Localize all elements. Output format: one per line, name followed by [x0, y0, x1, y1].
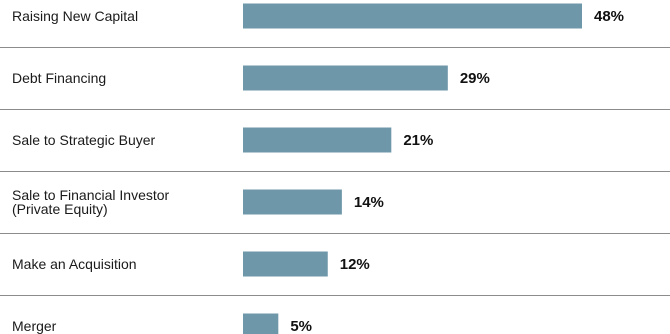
- row-separators: [0, 47, 670, 296]
- value-label: 14%: [354, 194, 384, 211]
- bar: [243, 251, 328, 277]
- value-label: 48%: [594, 8, 624, 25]
- category-label: Raising New Capital: [12, 8, 138, 24]
- category-label: Debt Financing: [12, 70, 106, 86]
- value-label: 5%: [290, 318, 312, 334]
- category-label: Merger: [12, 318, 57, 334]
- bar: [243, 65, 448, 91]
- value-label: 29%: [460, 70, 490, 87]
- value-label: 12%: [340, 256, 370, 273]
- category-label: Sale to Strategic Buyer: [12, 132, 156, 148]
- bar: [243, 313, 279, 334]
- value-label: 21%: [403, 132, 433, 149]
- value-labels: 48% 29% 21% 14% 12% 5%: [290, 8, 624, 334]
- category-labels: Raising New Capital Debt Financing Sale to…: [12, 8, 170, 334]
- category-label: Make an Acquisition: [12, 256, 137, 272]
- bar: [243, 3, 582, 29]
- bar: [243, 189, 342, 215]
- bars: [243, 3, 582, 334]
- category-label: Sale to Financial Investor (Private Equit…: [12, 187, 170, 217]
- bar: [243, 127, 392, 153]
